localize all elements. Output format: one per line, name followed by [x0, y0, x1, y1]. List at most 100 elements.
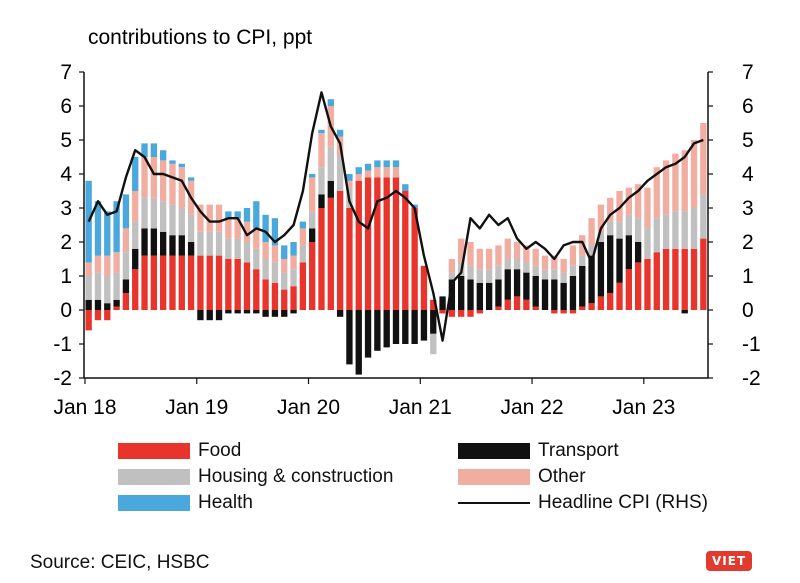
bar-food [551, 310, 558, 314]
bar-health [318, 129, 325, 134]
bar-housing [430, 333, 437, 355]
bar-health [225, 211, 232, 219]
bar-health [178, 163, 185, 168]
bar-other [159, 160, 167, 202]
bar-other [560, 259, 567, 273]
legend-swatch-other [458, 469, 530, 485]
y-tick-label-left: -1 [53, 333, 72, 356]
bar-transport [271, 310, 279, 317]
legend-label: Transport [538, 440, 619, 461]
bar-other [113, 252, 120, 273]
y-tick-label-right: -2 [742, 367, 761, 390]
x-tick-label: Jan 22 [501, 396, 564, 419]
bar-health [94, 201, 102, 256]
bar-transport [150, 228, 158, 256]
bar-food [579, 306, 586, 310]
bar-food [234, 259, 241, 310]
bar-housing [644, 228, 651, 259]
bar-other [672, 153, 679, 212]
bar-transport [420, 310, 428, 341]
legend-item-housing: Housing & construction [118, 466, 393, 488]
bar-food [634, 262, 642, 310]
bar-other [122, 228, 130, 253]
bar-food [141, 255, 148, 310]
y-tick-label-right: 1 [742, 265, 754, 288]
bar-transport [281, 310, 288, 317]
bar-housing [467, 265, 474, 280]
bar-transport [113, 299, 120, 307]
y-tick-label-left: 7 [60, 61, 72, 84]
y-tick-label-left: -2 [53, 367, 72, 390]
bar-other [504, 238, 511, 259]
bar-food [113, 306, 120, 310]
bar-housing [253, 248, 260, 270]
x-tick-label: Jan 21 [389, 396, 452, 419]
bar-food [607, 293, 614, 310]
bar-housing [616, 221, 623, 239]
y-tick-label-left: 3 [60, 197, 72, 220]
bar-health [85, 180, 92, 263]
bar-food [318, 208, 325, 310]
bar-food [625, 269, 633, 310]
bar-housing [262, 259, 269, 280]
x-tick-label: Jan 19 [165, 396, 228, 419]
bar-food [476, 310, 483, 314]
viet-logo: VIET [706, 551, 753, 571]
bar-other [85, 262, 92, 276]
bar-health [187, 177, 195, 181]
bar-health [104, 211, 111, 256]
bar-housing [476, 269, 483, 283]
legend-label: Headline CPI (RHS) [538, 492, 708, 513]
bar-transport [467, 279, 474, 310]
bar-transport [616, 238, 623, 283]
bar-housing [532, 265, 539, 276]
bar-other [355, 174, 362, 181]
bar-food [132, 269, 139, 310]
y-tick-label-left: 5 [60, 129, 72, 152]
bar-other [104, 255, 111, 276]
y-tick-label-right: 3 [742, 197, 754, 220]
bar-other [644, 187, 651, 229]
bar-transport [364, 310, 372, 358]
bar-transport [411, 310, 418, 344]
bar-other [523, 245, 530, 263]
legend-label: Health [198, 492, 253, 513]
bar-other [541, 255, 549, 270]
bar-other [513, 242, 521, 259]
bar-food [458, 310, 465, 317]
bar-food [662, 248, 670, 310]
cpi-chart: contributions to CPI, ppt -2 -2 -1 -1 0 0 1 1 2 2… [53, 26, 761, 419]
bar-food [392, 177, 400, 310]
x-tick-label: Jan 23 [612, 396, 675, 419]
bar-housing [94, 272, 102, 300]
bar-food [448, 310, 456, 317]
bar-health [327, 99, 334, 106]
bar-food [411, 208, 418, 310]
bar-transport [532, 276, 539, 307]
bar-other [495, 245, 502, 266]
bar-other [662, 160, 670, 215]
bar-transport [392, 310, 400, 344]
bar-housing [178, 208, 185, 236]
bar-other [579, 235, 586, 256]
bar-other [94, 255, 102, 273]
bar-other [197, 204, 204, 232]
bar-housing [132, 221, 139, 249]
bar-housing [579, 255, 586, 266]
bar-food [653, 252, 660, 310]
bar-housing [607, 221, 614, 236]
bar-transport [607, 235, 614, 293]
bar-housing [336, 157, 344, 191]
bar-food [281, 289, 288, 310]
bar-transport [634, 242, 642, 263]
bar-housing [309, 211, 316, 229]
bar-food [122, 293, 130, 310]
bar-health [290, 242, 297, 256]
bar-transport [495, 279, 502, 307]
bar-transport [458, 276, 465, 310]
bar-transport [402, 310, 409, 344]
bar-transport [374, 310, 381, 351]
bar-transport [122, 279, 130, 293]
bar-other [169, 163, 176, 205]
bar-housing [569, 265, 577, 276]
